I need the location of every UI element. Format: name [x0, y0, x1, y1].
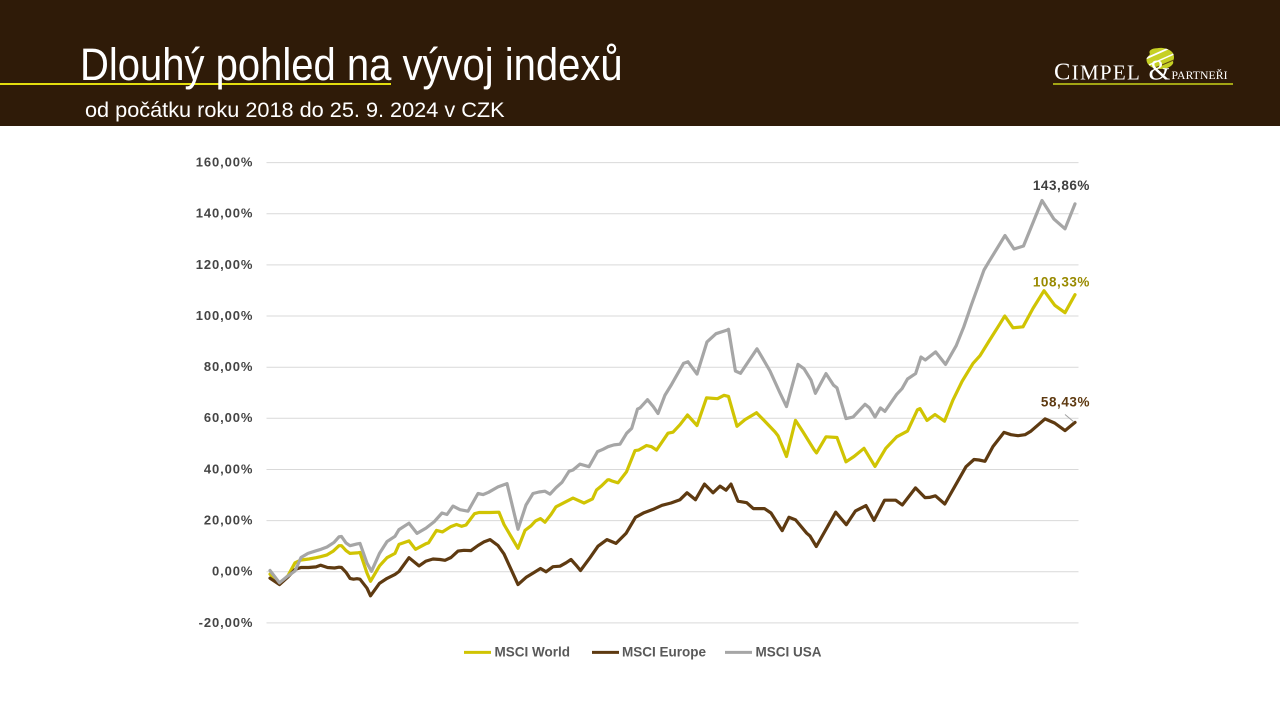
svg-text:108,33%: 108,33% [1033, 274, 1090, 289]
svg-text:PARTNEŘI: PARTNEŘI [1172, 68, 1228, 82]
svg-text:60,00%: 60,00% [204, 410, 254, 425]
svg-text:140,00%: 140,00% [196, 206, 254, 221]
svg-text:58,43%: 58,43% [1041, 395, 1090, 410]
svg-text:143,86%: 143,86% [1033, 178, 1090, 193]
svg-text:80,00%: 80,00% [204, 359, 254, 374]
svg-text:&: & [1149, 56, 1171, 87]
svg-text:0,00%: 0,00% [212, 564, 253, 579]
svg-text:160,00%: 160,00% [196, 155, 254, 170]
svg-text:MSCI USA: MSCI USA [756, 644, 822, 659]
svg-text:40,00%: 40,00% [204, 461, 254, 476]
svg-text:-20,00%: -20,00% [199, 615, 254, 630]
svg-text:120,00%: 120,00% [196, 257, 254, 272]
svg-text:100,00%: 100,00% [196, 308, 254, 323]
svg-text:MSCI Europe: MSCI Europe [622, 644, 706, 659]
svg-text:CIMPEL: CIMPEL [1054, 59, 1141, 86]
svg-text:MSCI World: MSCI World [495, 644, 571, 659]
svg-text:20,00%: 20,00% [204, 513, 254, 528]
